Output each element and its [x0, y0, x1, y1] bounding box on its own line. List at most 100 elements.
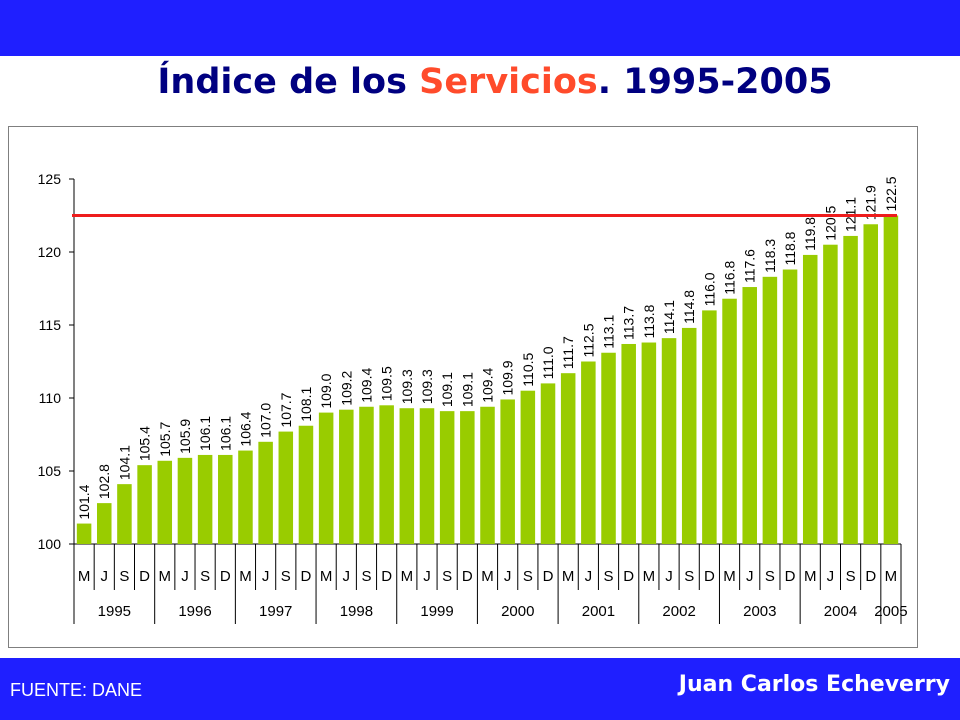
- month-label: J: [262, 568, 270, 585]
- bar-value-label: 113.7: [621, 306, 637, 340]
- bar: [500, 399, 515, 544]
- month-label: J: [746, 568, 754, 585]
- month-label: M: [723, 568, 736, 585]
- bar-value-label: 107.7: [278, 392, 294, 427]
- month-label: S: [604, 568, 614, 585]
- month-label: M: [239, 568, 252, 585]
- month-label: M: [885, 568, 898, 585]
- bar-value-label: 102.8: [96, 464, 112, 499]
- month-label: J: [827, 568, 835, 585]
- bar: [863, 224, 879, 544]
- month-label: S: [200, 568, 210, 585]
- bar-value-label: 109.2: [338, 370, 354, 405]
- year-label: 2004: [824, 603, 857, 620]
- bar: [681, 327, 697, 544]
- month-label: J: [423, 568, 431, 585]
- month-label: S: [684, 568, 694, 585]
- bar: [581, 361, 596, 544]
- bar: [702, 310, 717, 544]
- bar: [439, 411, 455, 544]
- bar-value-label: 116.8: [722, 261, 738, 295]
- author-label: Juan Carlos Echeverry: [678, 672, 950, 697]
- y-tick-label: 120: [38, 244, 62, 260]
- month-label: M: [320, 568, 333, 585]
- bar-value-label: 106.1: [217, 416, 233, 451]
- bar: [76, 523, 92, 544]
- bar-value-label: 109.1: [439, 372, 455, 407]
- month-label: J: [665, 568, 673, 585]
- bar: [520, 390, 536, 544]
- year-label: 2001: [582, 603, 615, 620]
- top-banner: [0, 0, 960, 56]
- bar: [157, 460, 173, 544]
- bar: [621, 343, 636, 544]
- bar-value-label: 111.0: [540, 346, 556, 379]
- month-label: J: [343, 568, 351, 585]
- bar: [419, 408, 435, 544]
- bar-value-label: 104.1: [116, 445, 132, 480]
- bar: [117, 484, 132, 544]
- bar-value-label: 109.4: [358, 368, 374, 403]
- bar-value-label: 109.4: [480, 368, 496, 403]
- month-label: S: [119, 568, 129, 585]
- bar: [540, 383, 556, 544]
- title-part1: Índice de los: [157, 62, 420, 102]
- month-label: D: [139, 568, 150, 585]
- y-tick-label: 100: [38, 536, 62, 552]
- month-label: D: [220, 568, 231, 585]
- bar-value-label: 113.1: [601, 315, 617, 349]
- month-label: S: [442, 568, 452, 585]
- month-label: D: [381, 568, 392, 585]
- month-label: J: [101, 568, 109, 585]
- bar: [802, 254, 818, 545]
- month-label: D: [301, 568, 312, 585]
- bar: [359, 406, 374, 544]
- month-label: J: [504, 568, 512, 585]
- bar-value-label: 109.0: [318, 373, 334, 408]
- bar-value-label: 105.7: [157, 422, 173, 457]
- bar: [197, 454, 213, 544]
- bar: [218, 454, 233, 544]
- bar-value-label: 111.7: [560, 336, 576, 369]
- bar-value-label: 109.5: [379, 366, 395, 401]
- year-label: 1997: [259, 603, 292, 620]
- bar: [137, 465, 152, 544]
- y-tick-label: 105: [38, 463, 62, 479]
- bar: [560, 373, 576, 544]
- month-label: J: [181, 568, 189, 585]
- y-tick-label: 110: [39, 390, 62, 406]
- bar: [339, 409, 354, 544]
- bar: [96, 503, 112, 544]
- bar-value-label: 117.6: [742, 249, 758, 283]
- bar-value-label: 116.0: [701, 272, 717, 306]
- bar: [399, 408, 415, 544]
- month-label: D: [543, 568, 554, 585]
- year-label: 2000: [501, 603, 534, 620]
- bar: [177, 457, 193, 544]
- month-label: D: [623, 568, 634, 585]
- bar: [641, 342, 657, 544]
- bar-value-label: 118.8: [782, 231, 798, 265]
- bar: [661, 338, 677, 544]
- month-label: M: [78, 568, 91, 585]
- year-label: 1998: [340, 603, 373, 620]
- month-label: D: [785, 568, 796, 585]
- month-label: S: [281, 568, 291, 585]
- chart-title: Índice de los Servicios. 1995-2005: [0, 62, 960, 102]
- month-label: S: [846, 568, 856, 585]
- month-label: M: [562, 568, 575, 585]
- bar: [379, 405, 394, 544]
- month-label: M: [643, 568, 656, 585]
- bar: [258, 441, 273, 544]
- bar: [298, 425, 314, 544]
- bar-value-label: 105.9: [177, 419, 193, 454]
- bar: [782, 269, 798, 544]
- bar-value-label: 106.4: [237, 411, 253, 446]
- bar-value-label: 109.3: [399, 369, 415, 404]
- bar-value-label: 113.8: [641, 304, 657, 338]
- bottom-banner: [0, 658, 960, 720]
- bar-value-label: 122.5: [883, 176, 899, 211]
- month-label: M: [401, 568, 414, 585]
- bar-value-label: 109.3: [419, 369, 435, 404]
